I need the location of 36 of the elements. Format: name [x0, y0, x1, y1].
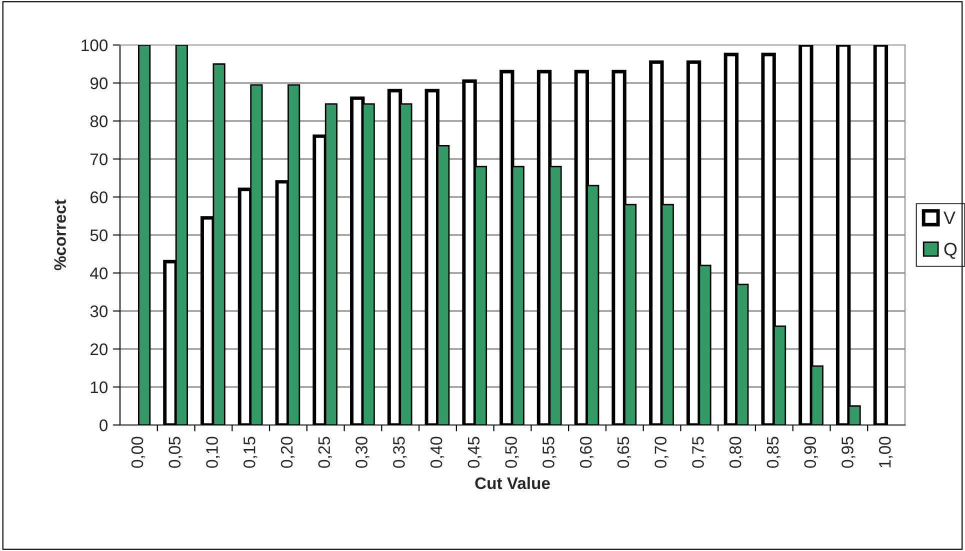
x-tick-label: 0,05	[168, 436, 183, 468]
y-tick-label: 70	[90, 153, 108, 166]
y-tick-label: 50	[90, 229, 108, 242]
x-tick-label: 0,35	[393, 436, 407, 468]
y-tick-label: 60	[90, 191, 108, 204]
x-tick-label: 1,00	[878, 436, 893, 468]
x-tick-label: 0,90	[804, 436, 818, 468]
x-tick-label: 0,60	[580, 436, 594, 468]
x-tick-label: 0,00	[131, 436, 146, 468]
y-tick-label: 90	[90, 77, 108, 90]
x-tick-label: 0,75	[692, 436, 706, 468]
x-tick-label: 0,30	[356, 436, 370, 468]
x-tick-label: 0,20	[280, 436, 295, 468]
x-axis-title: Cut Value	[475, 476, 550, 490]
legend-label: Q	[944, 242, 957, 259]
x-tick-label: 0,45	[468, 436, 482, 468]
x-tick-label: 0,65	[617, 436, 632, 468]
x-tick-label: 0,40	[430, 436, 444, 468]
y-axis-title: %correct	[54, 200, 66, 270]
y-tick-label: 20	[90, 343, 108, 356]
y-tick-label: 30	[90, 305, 108, 318]
y-tick-label: 100	[82, 39, 108, 52]
x-tick-label: 0,80	[729, 436, 744, 468]
x-tick-label: 0,25	[318, 436, 332, 468]
y-tick-label: 0	[100, 419, 108, 432]
y-tick-label: 10	[90, 381, 108, 394]
x-tick-label: 0,50	[505, 436, 519, 468]
y-tick-label: 80	[90, 115, 108, 128]
legend-label: V	[944, 212, 956, 224]
x-tick-label: 0,95	[842, 436, 856, 468]
x-tick-label: 0,15	[244, 436, 258, 468]
y-tick-label: 40	[90, 267, 108, 280]
x-tick-label: 0,10	[206, 436, 220, 468]
x-tick-label: 0,85	[766, 436, 781, 468]
x-tick-label: 0,70	[654, 436, 668, 468]
x-tick-label: 0,55	[542, 436, 556, 468]
